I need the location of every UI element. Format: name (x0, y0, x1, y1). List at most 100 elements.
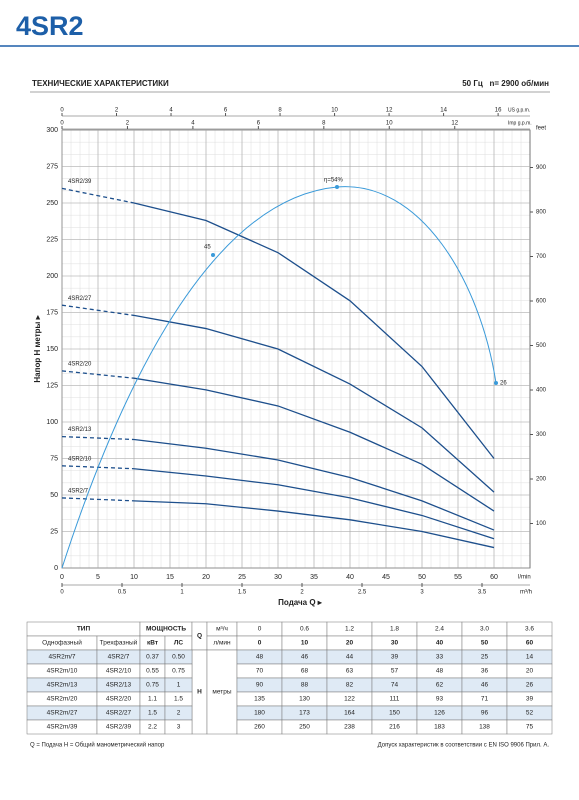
header-text: МОЩНОСТЬ (146, 626, 186, 633)
y-tick-label: 0 (54, 565, 58, 572)
y-tick-label: 225 (46, 236, 58, 243)
top-tick-label: 16 (495, 108, 502, 114)
x-tick-label: 35 (310, 574, 318, 581)
cell-text: 50 (481, 640, 489, 647)
cell-text: 4SR2m/27 (47, 710, 78, 717)
y2-tick-label: 900 (536, 165, 547, 171)
curve-extrapolated (61, 187, 135, 204)
curve (133, 500, 495, 549)
cell-text: 0.50 (172, 654, 185, 661)
x-tick-label: 45 (382, 574, 390, 581)
efficiency-label: η=54% (324, 178, 344, 184)
x-tick-label: 25 (238, 574, 246, 581)
top-unit: Imp g.p.m. (508, 120, 532, 126)
x-tick-label: 0 (60, 574, 64, 581)
top-tick-label: 0 (60, 108, 64, 114)
top-tick-label: 2 (126, 121, 130, 127)
cell-text: 238 (344, 724, 355, 731)
cell-text: 4SR2m/7 (48, 654, 75, 661)
table-cell (506, 719, 553, 735)
cell-text: 0.6 (300, 626, 309, 633)
cell-text: 26 (526, 682, 534, 689)
y-tick-label: 175 (46, 309, 58, 316)
table-cell (164, 719, 193, 735)
y2-tick-label: 100 (536, 521, 547, 527)
cell-text: 164 (344, 710, 355, 717)
x-tick-label: 60 (490, 574, 498, 581)
footer-note: Допуск характеристик в соответствии с EN… (378, 743, 550, 749)
efficiency-point (494, 381, 498, 385)
x-tick-label: 10 (130, 574, 138, 581)
cell-text: 48 (436, 668, 444, 675)
y2-tick-label: 400 (536, 388, 547, 394)
cell-text: 122 (344, 696, 355, 703)
top-tick-label: 10 (331, 108, 338, 114)
cell-text: 4SR2m/13 (47, 682, 78, 689)
cell-text: 4SR2/7 (108, 654, 130, 661)
y2-tick-label: 600 (536, 299, 547, 305)
curve (133, 438, 495, 531)
cell-text: 216 (389, 724, 400, 731)
top-tick-label: 10 (386, 121, 393, 127)
top-tick-label: 6 (224, 108, 228, 114)
curve-label: 4SR2/27 (68, 296, 92, 302)
efficiency-curve (61, 186, 497, 569)
curve-extrapolated (61, 304, 135, 317)
cell-text: 2.4 (435, 626, 444, 633)
cell-text: 1 (177, 682, 181, 689)
cell-text: 180 (254, 710, 265, 717)
curve-label: 4SR2/7 (68, 488, 89, 494)
curve-label: 4SR2/20 (68, 361, 92, 367)
header-text: ЛС (174, 640, 184, 647)
y2-tick-label: 200 (536, 477, 547, 483)
top-tick-label: 6 (257, 121, 261, 127)
efficiency-label: 45 (204, 245, 211, 251)
cell-text: 0.75 (172, 668, 185, 675)
x2-tick-label: 2.5 (358, 590, 367, 596)
cell-text: 30 (391, 640, 399, 647)
cell-text: 46 (481, 682, 489, 689)
cell-text: 90 (256, 682, 264, 689)
cell-text: 2.2 (148, 724, 157, 731)
cell-text: 4SR2m/10 (47, 668, 78, 675)
y-tick-label: 150 (46, 346, 58, 353)
cell-text: 0 (258, 640, 262, 647)
x2-tick-label: 0 (60, 590, 64, 596)
footer-note: Q = Подача H = Общий манометрический нап… (30, 742, 165, 749)
y2-tick-label: 500 (536, 343, 547, 349)
top-tick-label: 4 (169, 108, 173, 114)
header-text: Однофазный (42, 639, 82, 647)
cell-text: 57 (391, 668, 399, 675)
cell-text: 0 (258, 626, 262, 633)
cell-text: 3 (177, 724, 181, 731)
cell-text: 20 (526, 668, 534, 675)
section-spec: 50 Гц n= 2900 об/мин (462, 79, 549, 88)
efficiency-label: 26 (500, 381, 507, 387)
efficiency-point (335, 185, 339, 189)
cell-text: 39 (391, 654, 399, 661)
top-tick-label: 8 (278, 108, 282, 114)
section-title: ТЕХНИЧЕСКИЕ ХАРАКТЕРИСТИКИ (32, 79, 169, 88)
curve-extrapolated (61, 497, 135, 502)
x-tick-label: 20 (202, 574, 210, 581)
cell-text: 1.5 (174, 696, 183, 703)
y-tick-label: 100 (46, 419, 58, 426)
cell-text: 3.6 (525, 626, 534, 633)
top-tick-label: 0 (60, 121, 64, 127)
cell-text: 150 (389, 710, 400, 717)
cell-text: 2 (177, 710, 181, 717)
y-tick-label: 200 (46, 273, 58, 280)
curve (133, 202, 495, 459)
curve-extrapolated (61, 435, 135, 441)
header-text: м³/ч (216, 626, 228, 633)
x-tick-label: 55 (454, 574, 462, 581)
cell-text: 40 (436, 640, 444, 647)
top-unit: US g.p.m. (508, 107, 530, 113)
x2-tick-label: 0.5 (118, 590, 127, 596)
cell-text: 4SR2/20 (106, 696, 132, 703)
cell-text: 71 (481, 696, 489, 703)
curve-extrapolated (61, 370, 135, 379)
cell-text: 33 (436, 654, 444, 661)
cell-text: 4SR2/10 (106, 668, 132, 675)
cell-text: 46 (301, 654, 309, 661)
